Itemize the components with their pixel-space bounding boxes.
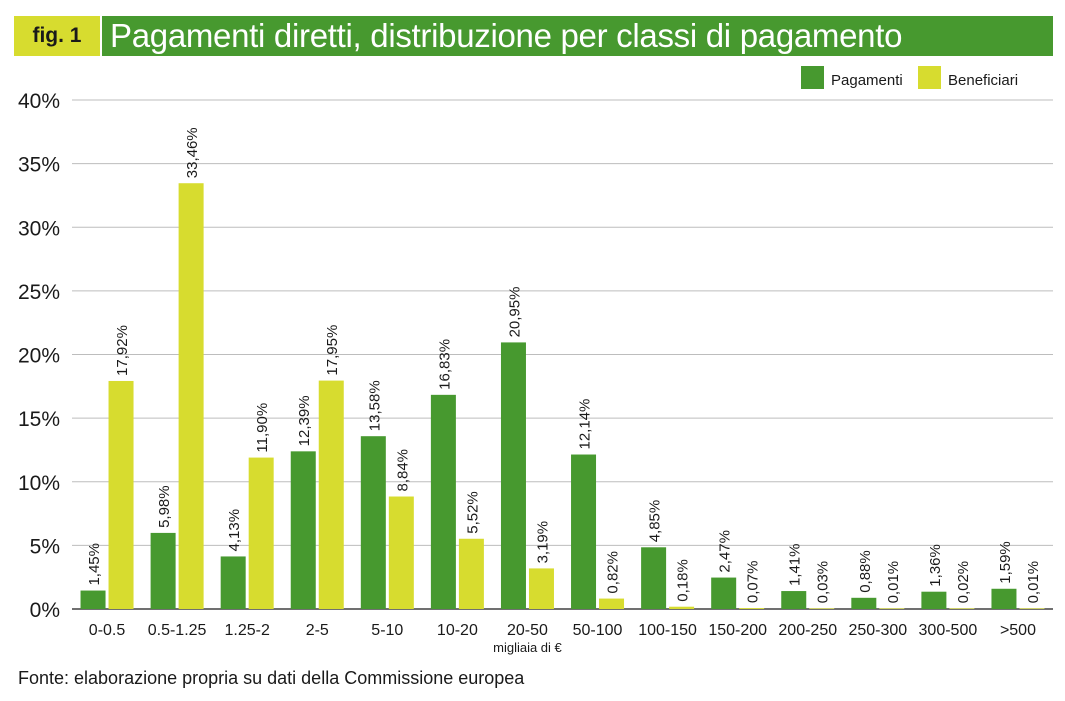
data-label-beneficiari: 0,01% bbox=[885, 561, 902, 604]
x-tick-label: 0.5-1.25 bbox=[148, 622, 207, 639]
bar-beneficiari bbox=[949, 608, 975, 609]
data-label-beneficiari: 0,01% bbox=[1025, 561, 1042, 604]
data-label-pagamenti: 20,95% bbox=[506, 287, 523, 338]
y-tick-label: 15% bbox=[18, 408, 60, 431]
bar-beneficiari bbox=[108, 380, 134, 609]
bar-pagamenti bbox=[80, 590, 106, 609]
bar-beneficiari bbox=[528, 568, 554, 609]
bar-pagamenti bbox=[430, 394, 456, 609]
x-tick-label: 150-200 bbox=[708, 622, 767, 639]
data-label-pagamenti: 2,47% bbox=[717, 530, 734, 573]
x-tick-label: 10-20 bbox=[437, 622, 478, 639]
data-label-beneficiari: 8,84% bbox=[394, 449, 411, 492]
data-label-beneficiari: 5,52% bbox=[464, 491, 481, 534]
y-tick-label: 35% bbox=[18, 154, 60, 177]
bar-pagamenti bbox=[991, 588, 1017, 609]
bar-pagamenti bbox=[711, 577, 737, 609]
data-label-pagamenti: 12,14% bbox=[577, 399, 594, 450]
x-tick-label: 300-500 bbox=[919, 622, 978, 639]
y-tick-label: 30% bbox=[18, 217, 60, 240]
bar-pagamenti bbox=[781, 591, 807, 609]
data-label-pagamenti: 1,59% bbox=[997, 541, 1014, 584]
y-tick-label: 5% bbox=[30, 535, 60, 558]
x-tick-label: 50-100 bbox=[573, 622, 623, 639]
x-axis-label: migliaia di € bbox=[493, 640, 562, 655]
bar-beneficiari bbox=[809, 608, 835, 609]
data-label-beneficiari: 0,02% bbox=[955, 561, 972, 604]
x-tick-label: 20-50 bbox=[507, 622, 548, 639]
y-tick-label: 25% bbox=[18, 281, 60, 304]
y-tick-label: 10% bbox=[18, 472, 60, 495]
title-bar: Pagamenti diretti, distribuzione per cla… bbox=[102, 16, 1053, 56]
chart-title: Pagamenti diretti, distribuzione per cla… bbox=[110, 17, 903, 54]
data-label-pagamenti: 12,39% bbox=[296, 395, 313, 446]
bar-beneficiari bbox=[879, 608, 905, 609]
x-tick-label: 0-0.5 bbox=[89, 622, 126, 639]
bar-beneficiari bbox=[669, 606, 695, 609]
legend-swatch-beneficiari bbox=[918, 66, 941, 89]
bar-pagamenti bbox=[220, 556, 246, 609]
y-tick-label: 20% bbox=[18, 345, 60, 368]
bar-pagamenti bbox=[290, 451, 316, 609]
data-label-beneficiari: 17,92% bbox=[114, 325, 131, 376]
x-tick-label: 250-300 bbox=[848, 622, 907, 639]
legend-swatch-pagamenti bbox=[801, 66, 824, 89]
data-label-beneficiari: 17,95% bbox=[324, 325, 341, 376]
bar-beneficiari bbox=[318, 380, 344, 609]
x-tick-label: >500 bbox=[1000, 622, 1036, 639]
data-label-beneficiari: 0,03% bbox=[815, 561, 832, 604]
bar-beneficiari bbox=[178, 183, 204, 609]
data-label-beneficiari: 0,07% bbox=[745, 561, 762, 604]
x-tick-label: 200-250 bbox=[778, 622, 837, 639]
bar-pagamenti bbox=[150, 532, 176, 609]
data-label-beneficiari: 33,46% bbox=[184, 127, 201, 178]
data-label-pagamenti: 1,36% bbox=[927, 544, 944, 587]
data-label-beneficiari: 0,82% bbox=[605, 551, 622, 594]
data-label-pagamenti: 1,45% bbox=[86, 543, 103, 586]
data-label-pagamenti: 4,85% bbox=[647, 500, 664, 543]
data-label-pagamenti: 0,88% bbox=[857, 550, 874, 593]
legend-label-beneficiari: Beneficiari bbox=[948, 72, 1018, 89]
source-note: Fonte: elaborazione propria su dati dell… bbox=[18, 668, 525, 688]
figure-number-label: fig. 1 bbox=[14, 16, 100, 56]
x-tick-label: 100-150 bbox=[638, 622, 697, 639]
bar-beneficiari bbox=[599, 598, 625, 609]
bar-pagamenti bbox=[571, 454, 597, 609]
x-tick-label: 1.25-2 bbox=[224, 622, 269, 639]
data-label-beneficiari: 11,90% bbox=[254, 403, 271, 453]
x-tick-label: 5-10 bbox=[371, 622, 403, 639]
bar-pagamenti bbox=[360, 436, 386, 609]
data-label-pagamenti: 1,41% bbox=[787, 544, 804, 587]
y-tick-label: 40% bbox=[18, 90, 60, 113]
data-label-pagamenti: 16,83% bbox=[436, 339, 453, 390]
bar-beneficiari bbox=[739, 608, 765, 609]
y-tick-label: 0% bbox=[30, 599, 60, 622]
data-label-beneficiari: 0,18% bbox=[675, 559, 692, 602]
bar-pagamenti bbox=[500, 342, 526, 609]
bar-pagamenti bbox=[641, 547, 667, 609]
data-label-beneficiari: 3,19% bbox=[534, 521, 551, 564]
x-tick-label: 2-5 bbox=[306, 622, 329, 639]
data-label-pagamenti: 4,13% bbox=[226, 509, 243, 552]
legend-label-pagamenti: Pagamenti bbox=[831, 72, 903, 89]
data-label-pagamenti: 13,58% bbox=[366, 380, 383, 431]
bar-pagamenti bbox=[921, 591, 947, 609]
bar-beneficiari bbox=[248, 457, 274, 609]
data-label-pagamenti: 5,98% bbox=[156, 485, 173, 528]
bar-beneficiari bbox=[388, 496, 414, 609]
bar-pagamenti bbox=[851, 597, 877, 609]
bar-beneficiari bbox=[458, 538, 484, 609]
bar-beneficiari bbox=[1019, 608, 1045, 609]
